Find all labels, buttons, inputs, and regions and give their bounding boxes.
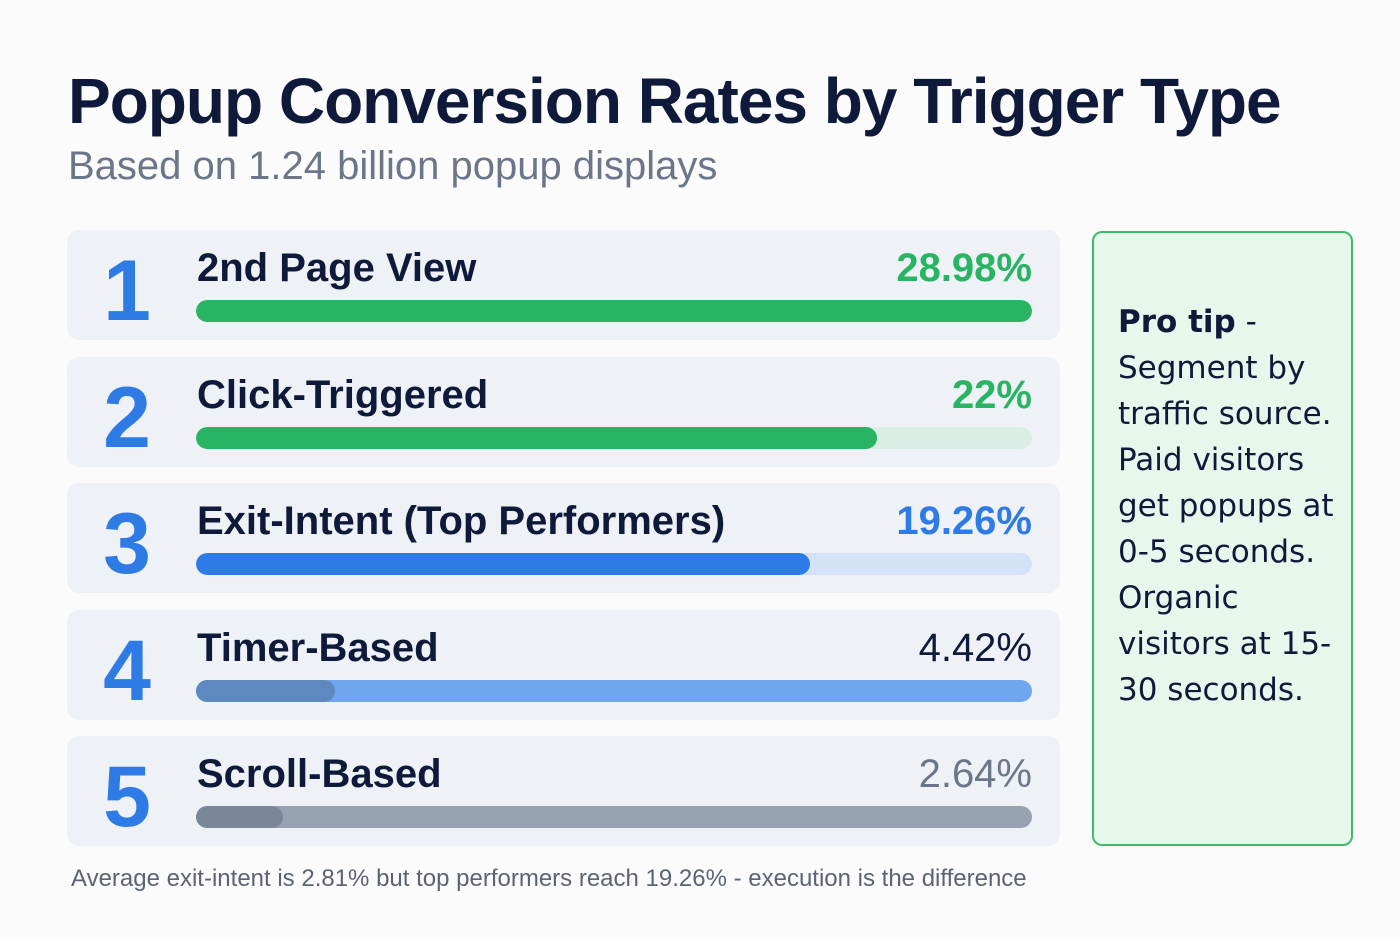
chart-title: Popup Conversion Rates by Trigger Type: [68, 65, 1282, 137]
ranking-row: 1 2nd Page View 28.98%: [67, 230, 1060, 340]
pro-tip-body: Segment by traffic source. Paid visitors…: [1118, 350, 1334, 708]
rank-number: 2: [103, 370, 151, 466]
trigger-label: Scroll-Based: [197, 752, 442, 796]
bar-track: [196, 806, 1032, 828]
trigger-label: 2nd Page View: [197, 246, 477, 290]
pro-tip-callout: Pro tip - Segment by traffic source. Pai…: [1092, 231, 1353, 846]
bar-fill: [196, 427, 878, 449]
rank-number: 1: [103, 243, 151, 339]
trigger-label: Exit-Intent (Top Performers): [197, 499, 726, 543]
ranking-row: 3 Exit-Intent (Top Performers) 19.26%: [67, 483, 1060, 593]
rate-value: 19.26%: [896, 499, 1032, 543]
footnote: Average exit-intent is 2.81% but top per…: [71, 865, 1027, 892]
rate-value: 22%: [951, 373, 1032, 417]
bar-track: [196, 680, 1032, 702]
pro-tip-text: Pro tip - Segment by traffic source. Pai…: [1118, 299, 1348, 713]
rank-number: 5: [103, 749, 151, 845]
bar-track: [196, 553, 1032, 575]
ranking-row: 2 Click-Triggered 22%: [67, 357, 1060, 467]
pro-tip-separator: -: [1235, 304, 1257, 340]
trigger-label: Click-Triggered: [197, 373, 489, 417]
bar-track: [196, 300, 1032, 322]
bar-fill: [196, 300, 1032, 322]
bar-fill: [196, 806, 283, 828]
ranking-row: 4 Timer-Based 4.42%: [67, 610, 1060, 720]
bar-track: [196, 427, 1032, 449]
rank-number: 3: [103, 496, 151, 592]
bar-fill: [196, 680, 335, 702]
bar-fill: [196, 553, 810, 575]
rate-value: 2.64%: [918, 752, 1032, 796]
rate-value: 4.42%: [918, 626, 1032, 670]
trigger-label: Timer-Based: [197, 626, 439, 670]
rank-number: 4: [103, 623, 151, 719]
ranking-row: 5 Scroll-Based 2.64%: [67, 736, 1060, 846]
rate-value: 28.98%: [896, 246, 1032, 290]
pro-tip-heading: Pro tip: [1118, 304, 1236, 340]
chart-subtitle: Based on 1.24 billion popup displays: [68, 144, 718, 188]
